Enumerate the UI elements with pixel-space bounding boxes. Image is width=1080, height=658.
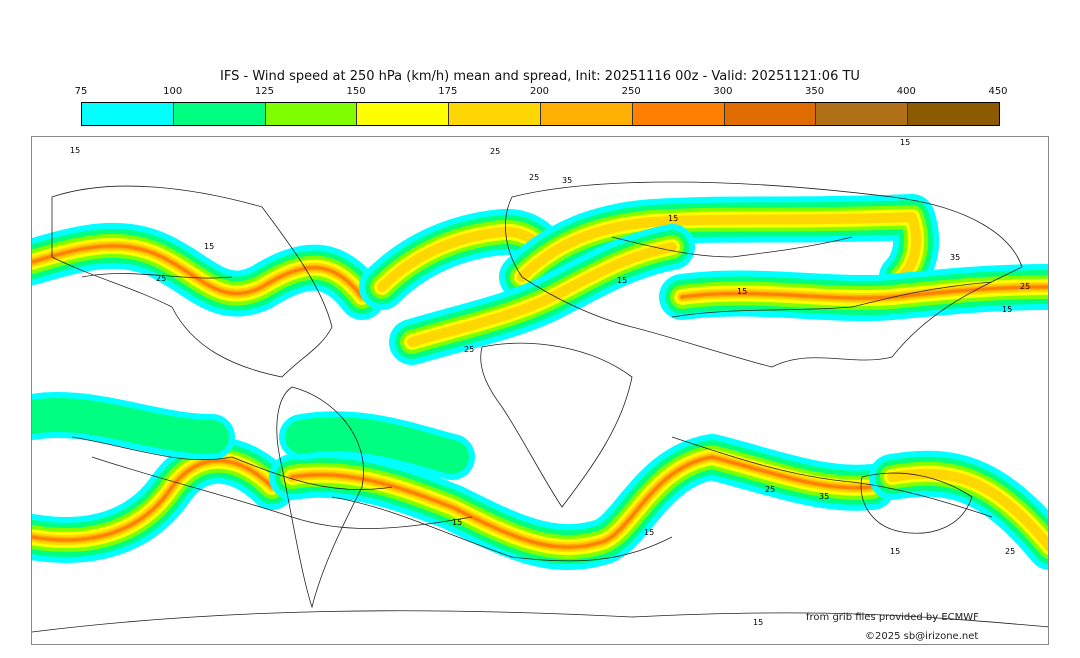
contour-label: 15 bbox=[70, 146, 80, 155]
jet-stream-band bbox=[499, 194, 940, 300]
contour-label: 25 bbox=[464, 345, 474, 354]
contour-label: 15 bbox=[617, 276, 627, 285]
colorbar-tick-label: 400 bbox=[896, 86, 916, 97]
colorbar-tick-labels: 75 100 125 150 175 200 250 300 350 400 450 bbox=[0, 86, 1080, 98]
jet-stream-band bbox=[269, 434, 895, 571]
contour-label: 15 bbox=[890, 547, 900, 556]
colorbar-tick-label: 150 bbox=[346, 86, 366, 97]
colorbar-bin-7 bbox=[724, 103, 817, 125]
colorbar-bin-3 bbox=[357, 103, 450, 125]
coastlines bbox=[32, 181, 1048, 633]
contour-label: 25 bbox=[1005, 547, 1015, 556]
colorbar-tick-label: 75 bbox=[74, 86, 88, 97]
contour-label: 15 bbox=[1002, 305, 1012, 314]
colorbar-bin-4 bbox=[449, 103, 541, 125]
colorbar-tick-label: 250 bbox=[621, 86, 641, 97]
colorbar-tick-label: 300 bbox=[713, 86, 733, 97]
colorbar-bin-9 bbox=[908, 103, 999, 125]
contour-label: 25 bbox=[765, 485, 775, 494]
contour-label: 25 bbox=[529, 173, 539, 182]
colorbar-bin-6 bbox=[632, 103, 725, 125]
colorbar-bin-0 bbox=[82, 103, 174, 125]
copyright-credit: ©2025 sb@irizone.net bbox=[865, 631, 979, 642]
colorbar-tick-label: 200 bbox=[529, 86, 550, 97]
colorbar-bin-1 bbox=[173, 103, 266, 125]
colorbar-tick-label: 350 bbox=[805, 86, 825, 97]
colorbar-tick-label: 175 bbox=[438, 86, 458, 97]
colorbar-tick-label: 450 bbox=[988, 86, 1008, 97]
colorbar-bin-2 bbox=[265, 103, 358, 125]
contour-label: 15 bbox=[452, 518, 462, 527]
jet-stream-band bbox=[389, 224, 695, 365]
jet-stream-band bbox=[279, 411, 475, 480]
source-credit: from grib files provided by ECMWF bbox=[806, 612, 979, 623]
contour-label: 25 bbox=[156, 274, 166, 283]
contour-label: 15 bbox=[737, 287, 747, 296]
jet-stream-band bbox=[32, 437, 295, 563]
contour-label: 35 bbox=[819, 492, 829, 501]
jet-stream-band bbox=[659, 264, 1048, 322]
contour-label: 25 bbox=[1020, 282, 1030, 291]
jet-stream-band bbox=[32, 391, 235, 460]
contour-label: 15 bbox=[753, 618, 763, 627]
colorbar-bin-5 bbox=[540, 103, 633, 125]
contour-label: 35 bbox=[950, 253, 960, 262]
map-canvas: 15 25 25 35 15 25 15 15 15 25 15 35 25 15 25 35 15 15 15 25… bbox=[32, 138, 1048, 633]
contour-label: 15 bbox=[900, 138, 910, 147]
contour-label: 15 bbox=[668, 214, 678, 223]
contour-label: 15 bbox=[644, 528, 654, 537]
colorbar-bin-8 bbox=[816, 103, 909, 125]
contour-label: 15 bbox=[204, 242, 214, 251]
colorbar-tick-label: 125 bbox=[254, 86, 274, 97]
contour-label: 35 bbox=[562, 176, 572, 185]
wind-speed-map: 15 25 25 35 15 25 15 15 15 25 15 35 25 15 25 35 15 15 15 25… bbox=[31, 136, 1049, 645]
colorbar bbox=[81, 102, 1000, 126]
colorbar-tick-label: 100 bbox=[163, 86, 183, 97]
contour-label: 25 bbox=[490, 147, 500, 156]
chart-title: IFS - Wind speed at 250 hPa (km/h) mean … bbox=[220, 69, 860, 84]
jet-stream-band bbox=[32, 222, 385, 320]
